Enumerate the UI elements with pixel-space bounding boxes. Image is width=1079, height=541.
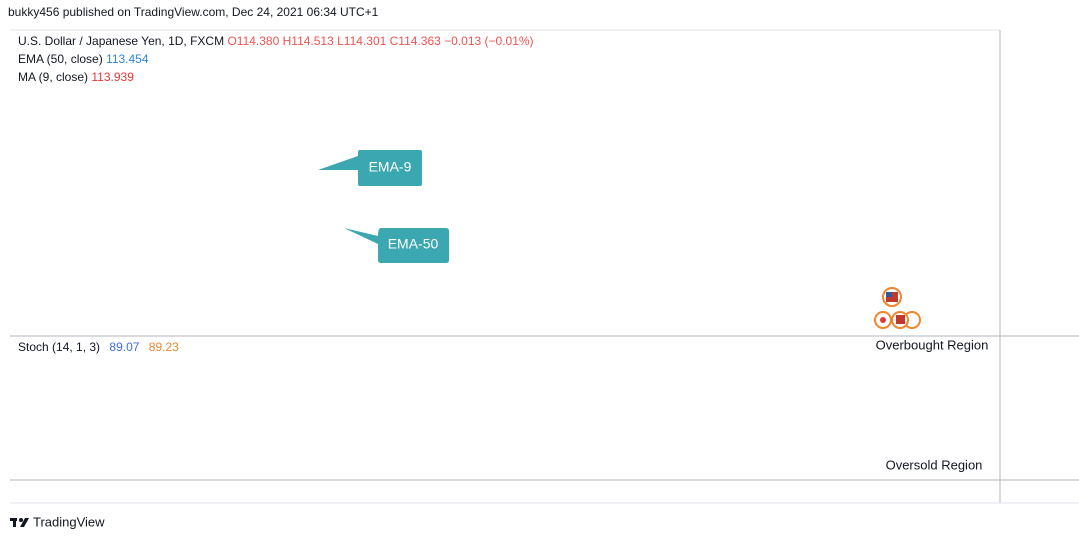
ohlc-low: L114.301: [337, 34, 386, 48]
legend-line: MA (9, close) 113.939: [18, 70, 134, 84]
callout-label: EMA-50: [388, 236, 439, 252]
footer-brand: TradingView: [33, 514, 105, 529]
ohlc-high: H114.513: [283, 34, 334, 48]
logo-part: [19, 518, 23, 522]
ohlc-open: O114.380: [227, 34, 279, 48]
callout-box: [318, 150, 422, 186]
footer-logo: [10, 518, 29, 527]
legend-value: 113.454: [106, 52, 149, 66]
legend-line: U.S. Dollar / Japanese Yen, 1D, FXCM O11…: [18, 34, 534, 48]
flag-icon: [896, 315, 905, 324]
flag-icon: [880, 317, 886, 323]
legend-line: Stoch (14, 1, 3) 89.07 89.23: [18, 340, 179, 354]
annotation: Oversold Region: [886, 457, 983, 472]
event-flags: [874, 287, 921, 329]
legend-name: MA (9, close): [18, 70, 88, 84]
legend-value: 113.939: [91, 70, 134, 84]
flag-icon: [886, 292, 892, 297]
legend-name: EMA (50, close): [18, 52, 103, 66]
ohlc-close: C114.363: [390, 34, 441, 48]
callout-label: EMA-9: [369, 159, 412, 175]
legend-value: 89.23: [149, 340, 179, 354]
overlay-layer: bukky456 published on TradingView.com, D…: [8, 5, 1079, 529]
ohlc-change: −0.013 (−0.01%): [444, 34, 533, 48]
legend-line: EMA (50, close) 113.454: [18, 52, 149, 66]
callout-box: [344, 228, 449, 263]
logo-part: [20, 518, 29, 527]
symbol-title: U.S. Dollar / Japanese Yen, 1D, FXCM: [18, 34, 224, 48]
legend-value: 89.07: [109, 340, 139, 354]
header: bukky456 published on TradingView.com, D…: [8, 5, 379, 19]
indicator-title: Stoch (14, 1, 3): [18, 340, 100, 354]
logo-part: [13, 518, 16, 527]
annotation: Overbought Region: [876, 337, 989, 352]
